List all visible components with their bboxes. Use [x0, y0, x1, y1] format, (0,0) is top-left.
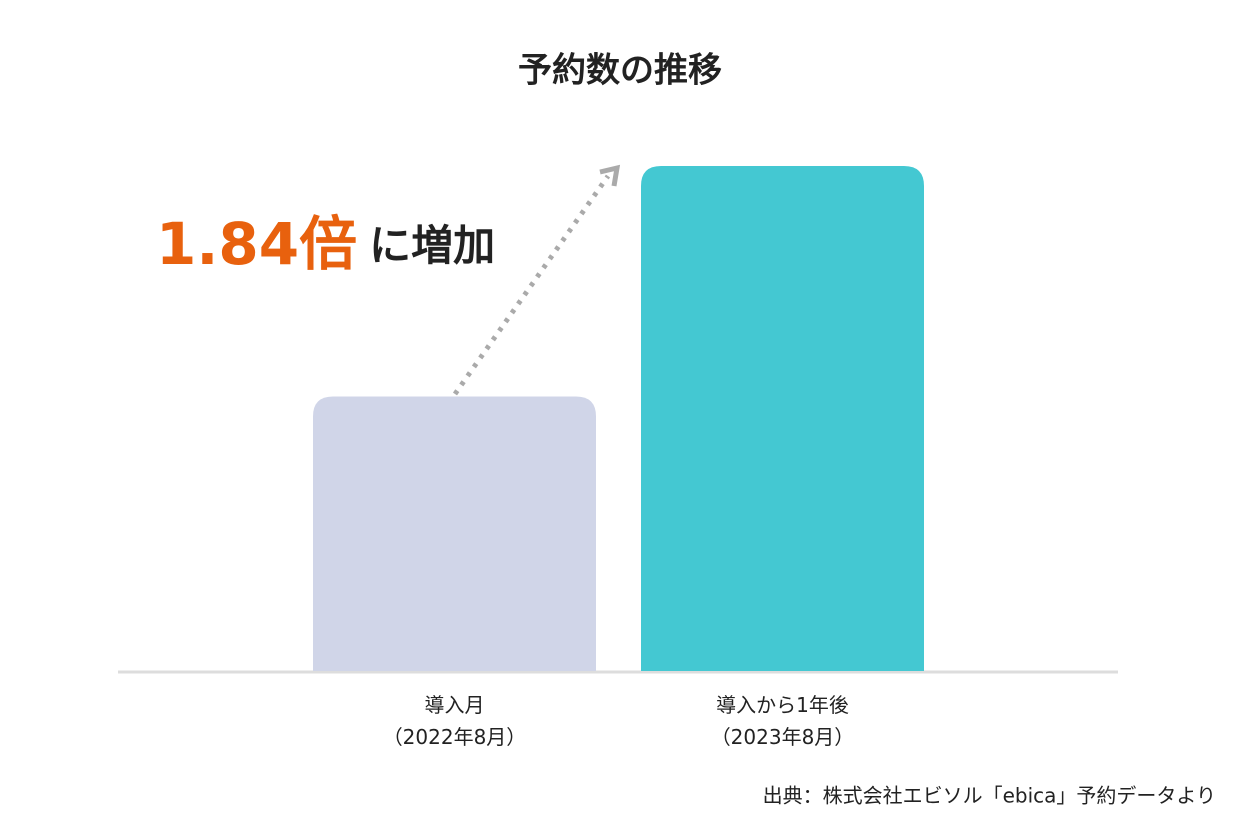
bar	[641, 166, 924, 671]
source-note: 出典：株式会社エビソル「ebica」予約データより	[763, 784, 1216, 808]
x-tick-label: 導入から1年後 （2023年8月）	[711, 693, 855, 749]
x-tick-label-line: 導入から1年後	[716, 693, 849, 717]
annotation-text: に増加	[369, 221, 495, 270]
x-tick-label-line: （2023年8月）	[711, 725, 855, 749]
x-tick-label-line: （2022年8月）	[383, 725, 527, 749]
arrow-line	[452, 174, 611, 396]
growth-arrow	[452, 164, 621, 396]
bar	[313, 396, 596, 671]
annotation-highlight: 1.84倍	[156, 210, 357, 278]
x-tick-label: 導入月 （2022年8月）	[383, 693, 527, 749]
annotation: 1.84倍 に増加	[156, 210, 495, 278]
x-tick-label-line: 導入月	[425, 693, 485, 717]
chart-title: 予約数の推移	[518, 51, 722, 91]
arrow-head	[599, 164, 621, 187]
